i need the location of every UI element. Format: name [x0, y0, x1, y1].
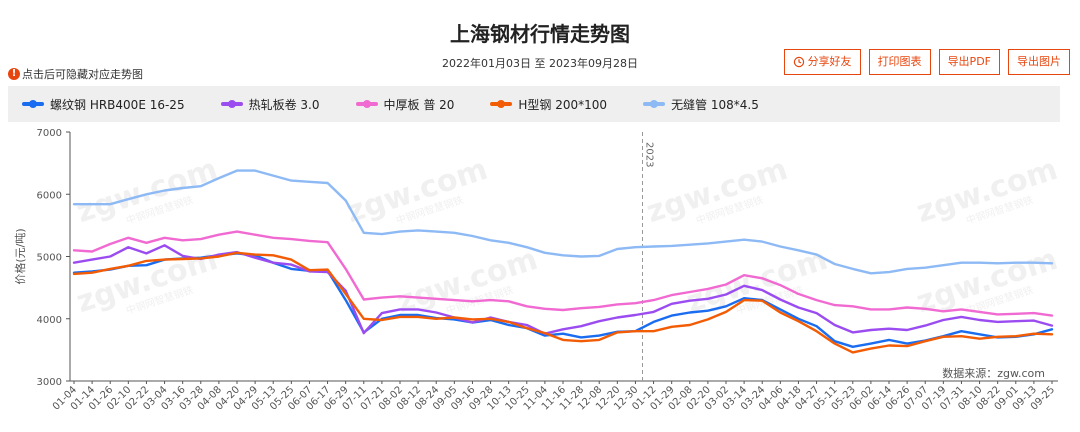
y-tick-label-6000: 6000: [37, 190, 62, 201]
legend: 螺纹钢 HRB400E 16-25 热轧板卷 3.0 中厚板 普 20 H型钢 200…: [8, 86, 1060, 122]
legend-swatch-2: [355, 100, 378, 108]
warning-icon: !: [8, 68, 20, 80]
legend-swatch-4: [643, 100, 666, 108]
data-source: 数据来源：zgw.com: [942, 366, 1045, 380]
chart-title: 上海钢材行情走势图: [450, 22, 630, 46]
legend-swatch-3: [490, 100, 513, 108]
legend-item-3[interactable]: H型钢 200*100: [490, 96, 607, 113]
date-range: 2022年01月03日 至 2023年09月28日: [442, 57, 638, 70]
legend-label-4: 无缝管 108*4.5: [671, 97, 759, 112]
toolbar: 分享好友 打印图表 导出PDF 导出图片: [783, 49, 1070, 75]
export-image-button[interactable]: 导出图片: [1008, 49, 1070, 75]
print-label: 打印图表: [877, 55, 922, 68]
share-icon: [793, 56, 804, 68]
print-button[interactable]: 打印图表: [868, 49, 931, 75]
series-line-3: [72, 251, 1054, 354]
export-pdf-button[interactable]: 导出PDF: [938, 49, 1000, 75]
legend-item-0[interactable]: 螺纹钢 HRB400E 16-25: [22, 96, 185, 113]
series-line-0: [72, 252, 1054, 348]
legend-item-2[interactable]: 中厚板 普 20: [355, 96, 455, 113]
y-tick-label-3000: 3000: [37, 377, 62, 388]
legend-swatch-0: [22, 100, 44, 108]
legend-label-1: 热轧板卷 3.0: [248, 97, 320, 112]
legend-label-2: 中厚板 普 20: [383, 97, 455, 112]
share-button[interactable]: 分享好友: [783, 49, 861, 75]
series-line-1: [72, 244, 1054, 335]
y-tick-label-5000: 5000: [37, 253, 62, 264]
export-pdf-label: 导出PDF: [947, 55, 991, 68]
tip-text: 点击后可隐藏对应走势图: [22, 68, 143, 81]
legend-label-3: H型钢 200*100: [518, 97, 608, 112]
series-line-2: [72, 230, 1054, 317]
legend-item-4[interactable]: 无缝管 108*4.5: [643, 96, 759, 113]
share-label: 分享好友: [807, 55, 852, 68]
series-line-4: [72, 169, 1054, 275]
hide-series-tip: ! 点击后可隐藏对应走势图: [8, 66, 143, 82]
legend-swatch-1: [220, 100, 243, 108]
legend-label-0: 螺纹钢 HRB400E 16-25: [50, 97, 185, 112]
legend-item-1[interactable]: 热轧板卷 3.0: [220, 96, 320, 113]
y-tick-label-7000: 7000: [37, 128, 62, 139]
y-tick-label-4000: 4000: [37, 315, 62, 326]
year-marker: 2023: [644, 142, 655, 167]
y-axis-label: 价格(元/吨): [13, 228, 27, 284]
export-image-label: 导出图片: [1017, 55, 1061, 68]
